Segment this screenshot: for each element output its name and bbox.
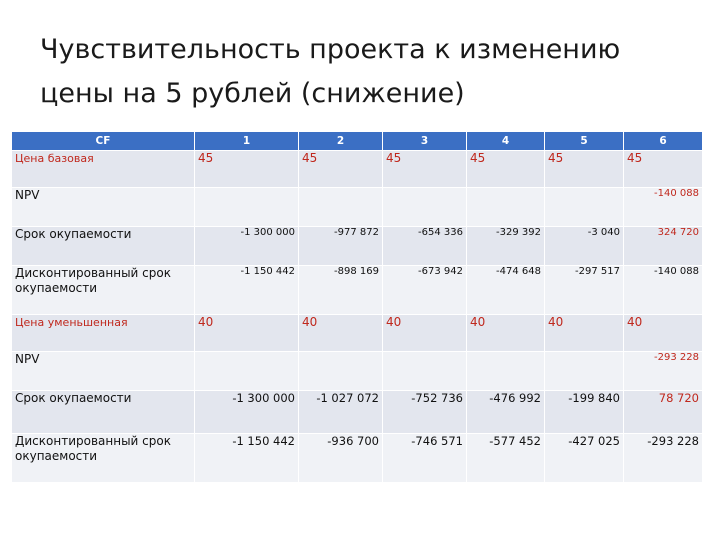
table-cell: 40: [623, 314, 703, 352]
header-period-2: 2: [298, 131, 383, 151]
header-cf: CF: [11, 131, 195, 151]
table-cell: [298, 351, 383, 391]
header-period-1: 1: [194, 131, 299, 151]
header-period-6: 6: [623, 131, 703, 151]
table-cell: -654 336: [382, 226, 467, 266]
slide-title: Чувствительность проекта к изменению цен…: [40, 34, 621, 109]
table-cell: [544, 187, 624, 227]
row-label: Цена базовая: [11, 150, 195, 188]
table-row-npv-reduced: NPV -293 228: [11, 351, 703, 391]
table-cell: 40: [544, 314, 624, 352]
table-row-discounted-payback-base: Дисконтированный срок окупаемости -1 150…: [11, 265, 703, 315]
table-cell: 40: [466, 314, 545, 352]
table-cell: -140 088: [623, 187, 703, 227]
table-cell: -1 150 442: [194, 265, 299, 315]
table-cell: -293 228: [623, 433, 703, 483]
table-cell: -199 840: [544, 390, 624, 434]
table-row-reduced-price: Цена уменьшенная 40 40 40 40 40 40: [11, 314, 703, 352]
table-row-base-price: Цена базовая 45 45 45 45 45 45: [11, 150, 703, 188]
table-row-payback-base: Срок окупаемости -1 300 000 -977 872 -65…: [11, 226, 703, 266]
table-cell: 45: [194, 150, 299, 188]
table-cell: -140 088: [623, 265, 703, 315]
header-row: CF 1 2 3 4 5 6: [11, 131, 703, 151]
table-cell: 45: [466, 150, 545, 188]
table-cell: [466, 351, 545, 391]
table-cell: -898 169: [298, 265, 383, 315]
row-label: Срок окупаемости: [11, 226, 195, 266]
table-cell: 40: [298, 314, 383, 352]
table-cell: -977 872: [298, 226, 383, 266]
table-cell: [382, 187, 467, 227]
table-cell: 45: [382, 150, 467, 188]
row-label: NPV: [11, 351, 195, 391]
table-cell: -427 025: [544, 433, 624, 483]
table-cell: -746 571: [382, 433, 467, 483]
table-cell: 324 720: [623, 226, 703, 266]
table-cell: [382, 351, 467, 391]
table-cell: -752 736: [382, 390, 467, 434]
table-cell: 45: [298, 150, 383, 188]
table-cell: [298, 187, 383, 227]
table-cell: [466, 187, 545, 227]
table-row-npv-base: NPV -140 088: [11, 187, 703, 227]
header-period-4: 4: [466, 131, 545, 151]
table-row-discounted-payback-reduced: Дисконтированный срок окупаемости -1 150…: [11, 433, 703, 483]
table-cell: 40: [382, 314, 467, 352]
table-cell: -1 300 000: [194, 226, 299, 266]
table-cell: -673 942: [382, 265, 467, 315]
table-cell: 45: [544, 150, 624, 188]
table-cell: 40: [194, 314, 299, 352]
row-label: Цена уменьшенная: [11, 314, 195, 352]
sensitivity-table: CF 1 2 3 4 5 6 Цена базовая 45 45 45 45 …: [11, 131, 703, 483]
table-cell: 78 720: [623, 390, 703, 434]
table-row-payback-reduced: Срок окупаемости -1 300 000 -1 027 072 -…: [11, 390, 703, 434]
row-label: NPV: [11, 187, 195, 227]
header-period-3: 3: [382, 131, 467, 151]
table-cell: [544, 351, 624, 391]
table-cell: -474 648: [466, 265, 545, 315]
table-cell: -297 517: [544, 265, 624, 315]
table-cell: [194, 187, 299, 227]
table-cell: -293 228: [623, 351, 703, 391]
row-label: Срок окупаемости: [11, 390, 195, 434]
table-cell: -936 700: [298, 433, 383, 483]
table-cell: -3 040: [544, 226, 624, 266]
table-cell: -329 392: [466, 226, 545, 266]
row-label: Дисконтированный срок окупаемости: [11, 433, 195, 483]
table-cell: -1 027 072: [298, 390, 383, 434]
table-cell: 45: [623, 150, 703, 188]
table-cell: -1 150 442: [194, 433, 299, 483]
table-cell: [194, 351, 299, 391]
table-cell: -577 452: [466, 433, 545, 483]
table-cell: -476 992: [466, 390, 545, 434]
header-period-5: 5: [544, 131, 624, 151]
table-cell: -1 300 000: [194, 390, 299, 434]
row-label: Дисконтированный срок окупаемости: [11, 265, 195, 315]
